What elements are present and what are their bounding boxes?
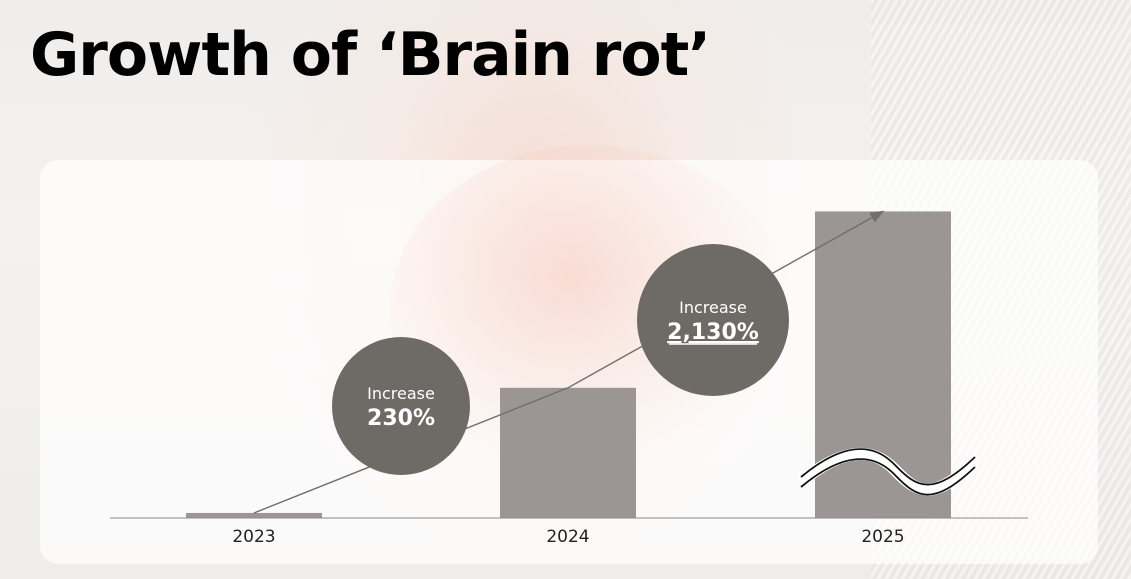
- bar-2024: [500, 387, 636, 518]
- axis-break-line-bottom: [800, 458, 976, 496]
- increase-bubble: Increase 230%: [332, 337, 470, 475]
- bubble-label: Increase: [367, 384, 435, 403]
- bar-2025: [815, 211, 951, 518]
- bubble-circle: [637, 244, 789, 396]
- bubble-circle: [332, 337, 470, 475]
- axis-break-line-top: [800, 448, 976, 486]
- x-tick-label: 2023: [232, 527, 275, 547]
- bubble-label: Increase: [679, 298, 747, 317]
- increase-bubble: Increase 2,130%: [637, 244, 789, 396]
- bubble-value: 230%: [367, 406, 435, 431]
- x-tick-label: 2024: [546, 527, 589, 547]
- bubble-value: 2,130%: [667, 320, 759, 345]
- trend-arrow: [253, 210, 885, 514]
- page-title: Growth of ‘Brain rot’: [30, 20, 711, 90]
- axis-break-gap: [797, 448, 980, 496]
- bar-2023: [186, 512, 322, 518]
- x-tick-label: 2025: [861, 527, 904, 547]
